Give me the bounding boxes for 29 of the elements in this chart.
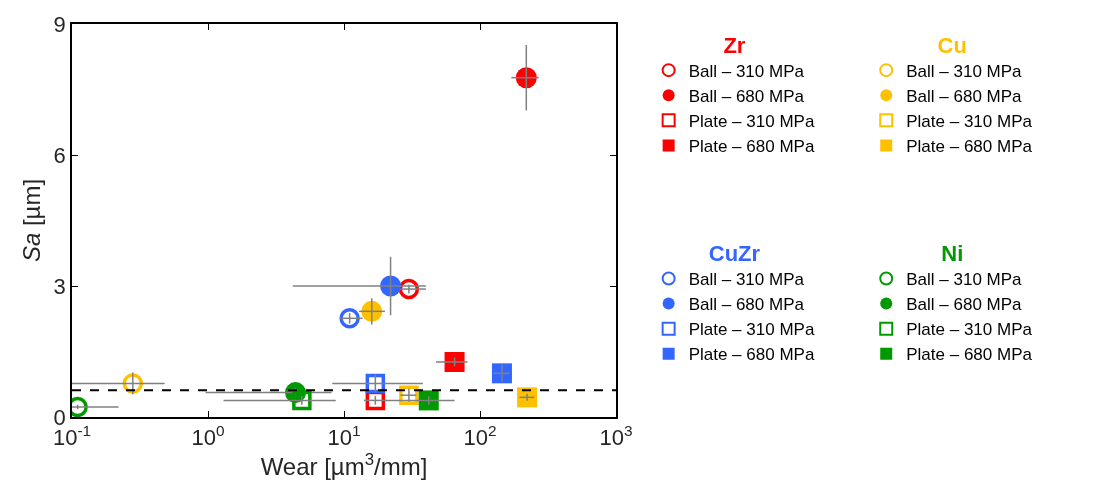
text: Ni <box>941 240 964 266</box>
legend-label: Plate – 310 MPa <box>906 111 1033 131</box>
legend-label: Plate – 680 MPa <box>688 137 815 157</box>
legend-label: Ball – 680 MPa <box>906 86 1023 106</box>
legend-label: Plate – 310 MPa <box>688 111 815 131</box>
y-tick-label: 3 <box>53 273 66 299</box>
text: Cu <box>937 32 967 58</box>
legend-label: Plate – 680 MPa <box>906 137 1033 157</box>
legend-label: Ball – 310 MPa <box>688 270 805 290</box>
legend-label: Ball – 310 MPa <box>906 270 1023 290</box>
text: CuZr <box>708 240 761 266</box>
x-tick-label: 10$^{0}$ <box>191 421 225 451</box>
y-tick-label: 9 <box>53 11 66 37</box>
x-tick-label: 10$^{1}$ <box>327 421 361 451</box>
x-tick-label: 10$^{2}$ <box>463 421 497 451</box>
legend-label: Plate – 310 MPa <box>688 320 815 340</box>
legend-label: Plate – 310 MPa <box>906 320 1033 340</box>
legend-label: Ball – 310 MPa <box>906 61 1023 81</box>
x-tick-label: 10$^{3}$ <box>599 421 633 451</box>
legend-label: Ball – 680 MPa <box>688 86 805 106</box>
x-axis-title: Wear [µm$^{3}$/mm] <box>260 450 428 481</box>
text: Zr <box>723 32 746 58</box>
legend-label: Ball – 680 MPa <box>906 295 1023 315</box>
y-tick-label: 6 <box>53 142 66 168</box>
legend-label: Ball – 680 MPa <box>688 295 805 315</box>
legend-label: Ball – 310 MPa <box>688 61 805 81</box>
y-axis-title: Sa [µm] <box>18 178 46 263</box>
legend-label: Plate – 680 MPa <box>906 345 1033 365</box>
legend-label: Plate – 680 MPa <box>688 345 815 365</box>
